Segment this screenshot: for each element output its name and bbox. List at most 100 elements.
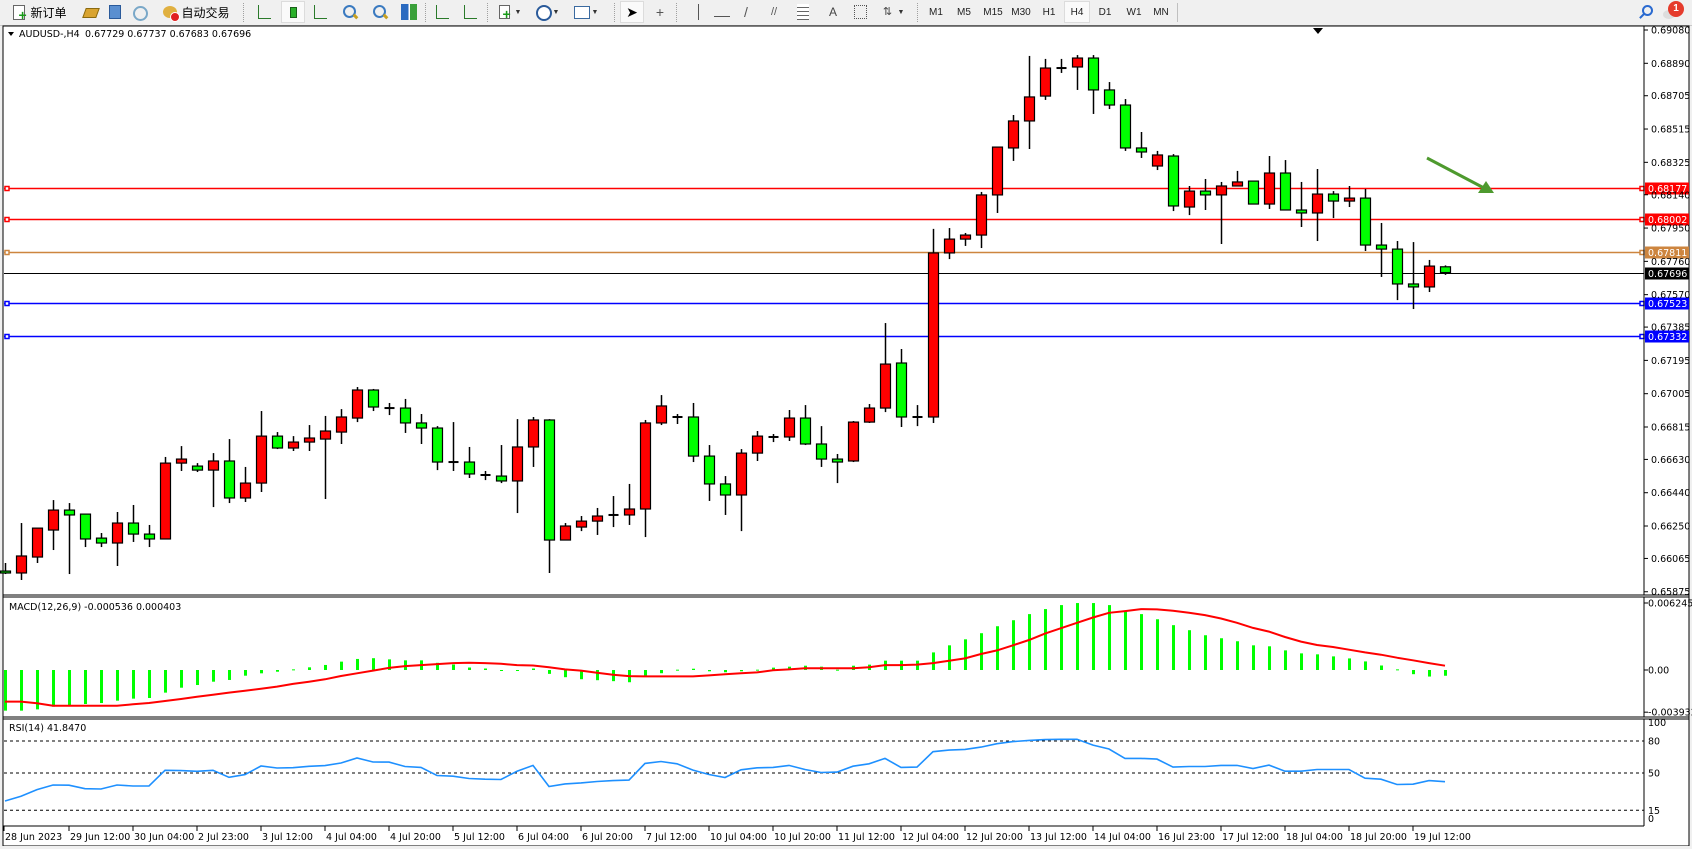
arrows-button[interactable]: ⇅ ▼ xyxy=(877,2,907,22)
line-handle[interactable] xyxy=(4,185,10,192)
notifications-button[interactable] xyxy=(1658,2,1684,22)
candle[interactable] xyxy=(895,348,908,427)
line-handle[interactable] xyxy=(4,249,10,256)
chart-shift-marker-icon[interactable] xyxy=(1313,28,1323,34)
panel-separator[interactable] xyxy=(2,716,1690,720)
candle[interactable] xyxy=(559,523,572,541)
candle[interactable] xyxy=(1183,185,1196,216)
candle[interactable] xyxy=(415,414,428,444)
candle[interactable] xyxy=(799,405,812,446)
candle[interactable] xyxy=(1071,55,1084,90)
candle[interactable] xyxy=(768,433,779,443)
period-m5-button[interactable]: M5 xyxy=(957,6,971,18)
candle[interactable] xyxy=(1007,115,1020,161)
candle[interactable] xyxy=(1391,241,1404,301)
candle[interactable] xyxy=(335,409,348,444)
line-handle[interactable] xyxy=(4,300,10,307)
candle[interactable] xyxy=(1231,170,1244,187)
candle[interactable] xyxy=(591,507,604,535)
candle[interactable] xyxy=(1056,58,1067,73)
equidistant-channel-button[interactable]: // xyxy=(764,2,784,22)
candle[interactable] xyxy=(303,425,316,451)
candle[interactable] xyxy=(831,453,844,484)
period-mn-button[interactable]: MN xyxy=(1153,6,1169,18)
period-m30-button[interactable]: M30 xyxy=(1011,6,1031,18)
bar-chart-button[interactable] xyxy=(254,2,274,22)
candle[interactable] xyxy=(159,456,172,540)
period-d1-button[interactable]: D1 xyxy=(1098,6,1112,18)
line-handle[interactable] xyxy=(1639,249,1645,256)
tile-windows-button[interactable] xyxy=(399,2,419,22)
candle[interactable] xyxy=(687,402,700,463)
horizontal-line-button[interactable] xyxy=(712,2,732,22)
navigator-button[interactable] xyxy=(104,2,124,22)
period-h1-button[interactable]: H1 xyxy=(1042,6,1056,18)
candle[interactable] xyxy=(1247,180,1260,205)
candle[interactable] xyxy=(463,446,476,478)
candle[interactable] xyxy=(175,446,188,471)
candle[interactable] xyxy=(863,404,876,423)
candle[interactable] xyxy=(287,436,300,451)
candle[interactable] xyxy=(191,463,204,473)
candle[interactable] xyxy=(143,524,156,548)
candle[interactable] xyxy=(1023,55,1036,150)
period-h4-button[interactable]: H4 xyxy=(1064,1,1090,23)
candle[interactable] xyxy=(639,419,652,538)
candle[interactable] xyxy=(1215,181,1228,245)
candle[interactable] xyxy=(1087,55,1100,114)
candle[interactable] xyxy=(991,146,1004,213)
line-handle[interactable] xyxy=(1639,185,1645,192)
candle[interactable] xyxy=(47,500,60,551)
candle[interactable] xyxy=(1199,178,1212,211)
candle[interactable] xyxy=(703,445,716,501)
indicators-button[interactable]: + ▼ xyxy=(494,2,524,22)
period-m15-button[interactable]: M15 xyxy=(983,6,1003,18)
candle[interactable] xyxy=(1103,82,1116,110)
templates-button[interactable]: ▼ xyxy=(570,2,602,22)
candle[interactable] xyxy=(879,323,892,413)
line-handle[interactable] xyxy=(1639,333,1645,340)
line-handle[interactable] xyxy=(1639,300,1645,307)
candle[interactable] xyxy=(1407,242,1420,310)
candle[interactable] xyxy=(95,533,108,548)
signals-button[interactable] xyxy=(129,2,149,22)
candle[interactable] xyxy=(1167,154,1180,212)
candle[interactable] xyxy=(815,426,828,467)
candle[interactable] xyxy=(783,409,796,442)
candle[interactable] xyxy=(655,395,668,426)
auto-trading-button[interactable]: 自动交易 xyxy=(156,2,236,22)
new-order-button[interactable]: + 新订单 xyxy=(6,2,72,22)
candle[interactable] xyxy=(1039,58,1052,100)
candle[interactable] xyxy=(912,405,923,427)
candle[interactable] xyxy=(959,232,972,246)
candle[interactable] xyxy=(223,439,236,504)
candle[interactable] xyxy=(480,470,491,481)
candle[interactable] xyxy=(1375,222,1388,277)
candle[interactable] xyxy=(1439,265,1452,275)
candle[interactable] xyxy=(575,516,588,532)
candlestick-chart-button[interactable] xyxy=(281,1,305,23)
candle[interactable] xyxy=(672,414,683,425)
candle[interactable] xyxy=(1343,185,1356,208)
candle[interactable] xyxy=(111,511,124,566)
candle[interactable] xyxy=(0,562,12,575)
cursor-button[interactable]: ➤ xyxy=(620,1,644,23)
candle[interactable] xyxy=(751,431,764,461)
text-label-button[interactable] xyxy=(850,2,870,22)
periods-button[interactable]: ▼ xyxy=(532,2,562,22)
crosshair-button[interactable]: + xyxy=(650,2,670,22)
candle[interactable] xyxy=(431,426,444,471)
candle[interactable] xyxy=(1423,259,1436,293)
candle[interactable] xyxy=(943,228,956,260)
candle[interactable] xyxy=(1135,132,1148,158)
candle[interactable] xyxy=(511,419,524,514)
candle[interactable] xyxy=(735,449,748,532)
candle[interactable] xyxy=(351,387,364,423)
candle[interactable] xyxy=(1295,181,1308,228)
text-button[interactable]: A xyxy=(823,2,843,22)
candle[interactable] xyxy=(239,466,252,503)
candle[interactable] xyxy=(399,398,412,433)
line-handle[interactable] xyxy=(4,333,10,340)
candle[interactable] xyxy=(1327,191,1340,219)
chart-shift-button[interactable] xyxy=(460,2,480,22)
